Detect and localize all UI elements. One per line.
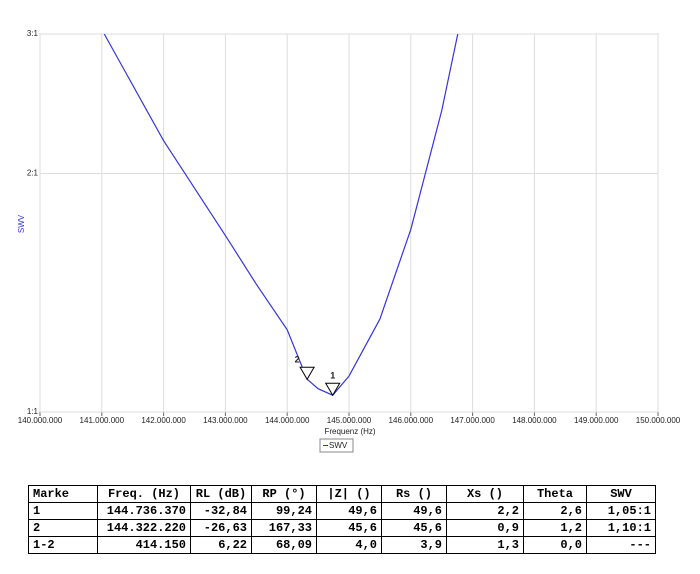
table-cell: 1-2 — [28, 536, 98, 554]
table-cell: 0,0 — [523, 536, 587, 554]
x-tick-label: 148.000.000 — [512, 416, 557, 425]
table-cell: Marke — [28, 485, 98, 503]
marker-label: 1 — [330, 371, 335, 381]
x-axis-label: Frequenz (Hz) — [324, 427, 375, 436]
table-cell: 2,6 — [523, 502, 587, 520]
x-tick-label: 145.000.000 — [327, 416, 372, 425]
table-cell: RP (°) — [251, 485, 317, 503]
table-cell: 68,09 — [251, 536, 317, 554]
table-cell: 1 — [28, 502, 98, 520]
table-cell: -26,63 — [190, 519, 252, 537]
table-cell: 1,2 — [523, 519, 587, 537]
table-cell: 144.322.220 — [97, 519, 191, 537]
x-tick-label: 143.000.000 — [203, 416, 248, 425]
chart: Frequenz (Hz) SWV SWV 140.000.000 141.000… — [17, 29, 681, 453]
table-cell: 49,6 — [381, 502, 447, 520]
table-cell: 1,3 — [446, 536, 524, 554]
table-cell: 2,2 — [446, 502, 524, 520]
marker — [324, 382, 341, 397]
marker-label: 2 — [295, 355, 300, 365]
table-cell: 2 — [28, 519, 98, 537]
table-cell: --- — [586, 536, 656, 554]
x-tick-label: 150.000.000 — [636, 416, 681, 425]
table-row: 2 144.322.220 -26,63 167,33 45,6 45,6 0,9 1,2 1,… — [28, 519, 656, 537]
table-cell: 49,6 — [316, 502, 382, 520]
y-tick-label: 1:1 — [27, 407, 39, 416]
series-line — [103, 33, 459, 396]
table-cell: 414.150 — [97, 536, 191, 554]
x-tick-label: 146.000.000 — [389, 416, 434, 425]
legend-label: SWV — [329, 441, 348, 450]
y-tick-label: 2:1 — [27, 169, 39, 178]
y-axis-label: SWV — [17, 214, 26, 233]
table-cell: 99,24 — [251, 502, 317, 520]
table-cell: 167,33 — [251, 519, 317, 537]
x-tick-label: 147.000.000 — [450, 416, 495, 425]
table-cell: 0,9 — [446, 519, 524, 537]
table-row: Marke Freq. (Hz) RL (dB) RP (°) |Z| () Rs () X… — [28, 485, 656, 503]
x-tick-label: 142.000.000 — [141, 416, 186, 425]
table-cell: Xs () — [446, 485, 524, 503]
table-row: 1-2 414.150 6,22 68,09 4,0 3,9 1,3 0,0 --- — [28, 536, 656, 554]
table-cell: 1,10:1 — [586, 519, 656, 537]
table-cell: 6,22 — [190, 536, 252, 554]
table-cell: SWV — [586, 485, 656, 503]
table-cell: -32,84 — [190, 502, 252, 520]
table-cell: Rs () — [381, 485, 447, 503]
table-cell: 144.736.370 — [97, 502, 191, 520]
table-cell: Freq. (Hz) — [97, 485, 191, 503]
y-tick-label: 3:1 — [27, 29, 39, 38]
x-tick-label: 141.000.000 — [80, 416, 125, 425]
x-tick-label: 144.000.000 — [265, 416, 310, 425]
table-cell: |Z| () — [316, 485, 382, 503]
table-row: 1 144.736.370 -32,84 99,24 49,6 49,6 2,2 2,6 1,0… — [28, 502, 656, 520]
table-cell: 1,05:1 — [586, 502, 656, 520]
marker-table: Marke Freq. (Hz) RL (dB) RP (°) |Z| () Rs () X… — [28, 485, 656, 554]
table-cell: 45,6 — [381, 519, 447, 537]
x-tick-label: 149.000.000 — [574, 416, 619, 425]
table-cell: RL (dB) — [190, 485, 252, 503]
x-tick-label: 140.000.000 — [18, 416, 63, 425]
table-cell: 45,6 — [316, 519, 382, 537]
legend — [319, 438, 354, 453]
table-cell: 3,9 — [381, 536, 447, 554]
marker — [299, 366, 315, 381]
table-cell: 4,0 — [316, 536, 382, 554]
table-cell: Theta — [523, 485, 587, 503]
